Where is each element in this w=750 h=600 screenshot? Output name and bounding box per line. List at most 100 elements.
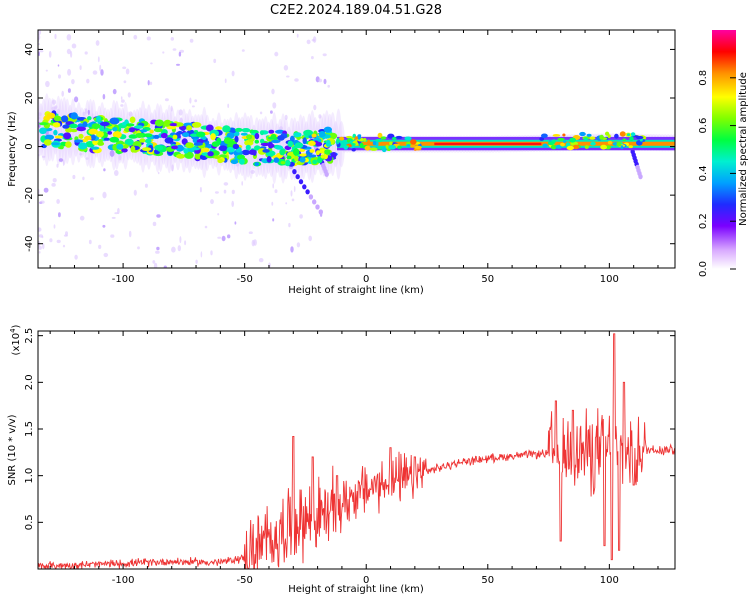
spectral-speckle	[88, 239, 92, 245]
spectral-speckle	[85, 108, 88, 114]
spectral-streak	[302, 184, 307, 190]
spectral-speckle	[284, 114, 288, 121]
spectral-blob	[53, 115, 62, 122]
spectral-speckle	[256, 157, 261, 163]
spectral-blob	[44, 134, 54, 140]
snr-ticks: -100 -50 0 50 100 0.5 1.0 1.5 2.0 2.5	[24, 328, 675, 586]
spectral-blob	[182, 132, 190, 138]
spectral-speckle	[253, 239, 257, 246]
spectral-blob	[248, 149, 257, 155]
spectral-blob	[562, 133, 566, 137]
spectral-speckle	[199, 187, 202, 193]
spectrogram-ylabel: Frequency (Hz)	[7, 111, 18, 187]
spectral-speckle	[179, 236, 182, 244]
spectral-blob	[133, 125, 144, 129]
spectral-speckle	[156, 214, 161, 218]
spectral-blob	[130, 145, 136, 153]
spectral-blob	[97, 141, 105, 146]
spectral-blob	[226, 146, 235, 153]
spectral-speckle	[133, 189, 137, 196]
spectral-blob	[171, 145, 178, 150]
spectral-speckle	[322, 53, 327, 57]
spectral-blob	[552, 134, 561, 137]
figure-title: C2E2.2024.189.04.51.G28	[270, 3, 442, 18]
spectral-speckle	[45, 80, 50, 88]
x-tick-label: 0	[363, 575, 369, 586]
spectral-blob	[190, 147, 201, 151]
spectral-speckle	[178, 51, 182, 57]
spectral-blob	[584, 137, 588, 141]
spectral-speckle	[191, 105, 195, 108]
spectral-blob	[78, 133, 84, 139]
spectral-speckle	[227, 234, 231, 239]
spectral-speckle	[38, 112, 42, 117]
spectrogram-xlabel: Height of straight line (km)	[288, 285, 424, 296]
y-tick-label: 1.5	[24, 421, 35, 437]
spectrogram-ticks: -100 -50 0 50 100 -40 -20 0 20 40	[24, 30, 675, 285]
spectral-blob	[600, 144, 607, 150]
spectral-blob	[246, 134, 253, 140]
spectral-speckle	[65, 231, 68, 236]
y-tick-label: 0.5	[24, 514, 35, 530]
spectral-blob	[254, 132, 260, 140]
spectral-speckle	[223, 182, 229, 186]
spectral-speckle	[114, 170, 119, 176]
spectral-blob	[169, 123, 178, 127]
spectral-speckle	[221, 235, 226, 242]
spectral-blob	[96, 115, 102, 123]
spectral-blob	[323, 126, 332, 133]
spectral-speckle	[285, 202, 288, 205]
spectral-blob	[377, 132, 383, 139]
spectral-speckle	[97, 56, 100, 63]
spectral-blob	[160, 132, 168, 139]
spectral-blob	[124, 138, 134, 146]
spectral-speckle	[111, 216, 116, 219]
spectral-speckle	[231, 70, 235, 77]
spectral-blob	[271, 139, 281, 144]
spectral-blob	[636, 135, 644, 140]
spectral-speckle	[323, 78, 327, 85]
spectral-speckle	[127, 92, 131, 98]
spectral-speckle	[128, 111, 133, 117]
spectral-streak	[638, 174, 643, 180]
spectral-blob	[163, 119, 172, 127]
spectral-blob	[91, 134, 96, 140]
spectral-blob	[614, 133, 619, 139]
spectral-blob	[54, 135, 64, 139]
spectral-speckle	[43, 187, 49, 193]
spectral-blob	[569, 137, 576, 143]
spectral-blob	[363, 138, 367, 142]
spectral-blob	[539, 137, 545, 141]
y-tick-label: -20	[24, 187, 35, 203]
spectral-speckle	[74, 254, 78, 260]
spectral-blob	[237, 154, 245, 160]
spectral-blob	[109, 136, 119, 143]
spectral-blob	[51, 142, 60, 146]
spectral-speckle	[248, 231, 253, 234]
spectral-blob	[181, 138, 188, 145]
spectral-blob	[307, 154, 317, 158]
spectral-speckle	[144, 183, 148, 188]
spectral-blob	[292, 148, 300, 156]
spectral-blob	[260, 142, 270, 147]
spectral-speckle	[56, 239, 61, 244]
spectral-speckle	[38, 245, 42, 250]
spectral-speckle	[271, 201, 274, 206]
spectral-blob	[96, 131, 104, 138]
spectral-blob	[241, 128, 251, 133]
spectral-blob	[196, 131, 206, 138]
spectral-speckle	[62, 244, 66, 248]
spectral-blob	[69, 123, 78, 129]
spectral-speckle	[171, 246, 176, 253]
spectral-blob	[123, 144, 129, 149]
y-tick-label: 20	[24, 92, 35, 105]
spectral-speckle	[179, 49, 184, 53]
spectral-speckle	[51, 183, 56, 187]
spectral-blob	[142, 147, 152, 152]
spectral-speckle	[39, 50, 44, 53]
spectral-blob	[65, 141, 72, 148]
spectral-speckle	[61, 90, 64, 97]
spectral-speckle	[57, 64, 60, 67]
snr-multiplier: (x104)	[9, 324, 22, 355]
